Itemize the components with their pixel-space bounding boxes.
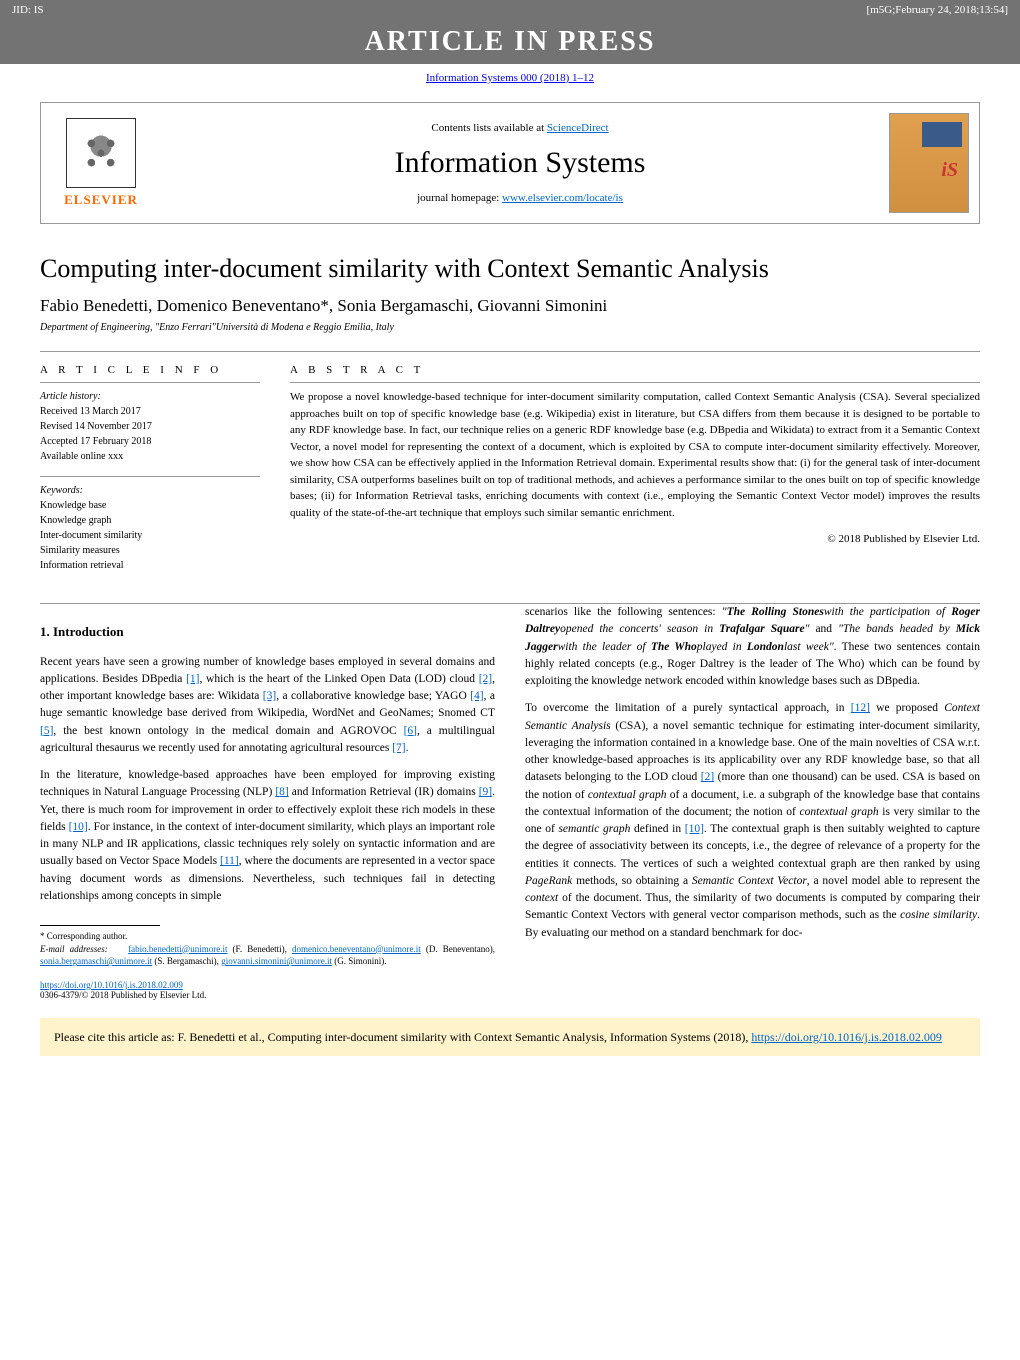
intro-para-2: In the literature, knowledge-based appro… — [40, 767, 495, 905]
jid-text: JID: IS — [12, 4, 43, 16]
citation-prefix: Please cite this article as: F. Benedett… — [54, 1030, 751, 1044]
email-3[interactable]: sonia.bergamaschi@unimore.it — [40, 956, 152, 966]
footnote-separator — [40, 925, 160, 926]
left-column: 1. Introduction Recent years have seen a… — [40, 604, 495, 968]
section-1-heading: 1. Introduction — [40, 622, 495, 642]
article-in-press-banner: ARTICLE IN PRESS — [0, 20, 1020, 64]
ref-7[interactable]: [7] — [392, 742, 405, 754]
ref-10b[interactable]: [10] — [685, 823, 704, 835]
citation-box: Please cite this article as: F. Benedett… — [40, 1018, 980, 1056]
intro-para-1: Recent years have seen a growing number … — [40, 654, 495, 758]
email-2[interactable]: domenico.beneventano@unimore.it — [292, 944, 421, 954]
right-para-2: To overcome the limitation of a purely s… — [525, 700, 980, 942]
abstract-column: A B S T R A C T We propose a novel knowl… — [290, 364, 980, 585]
keywords-block: Keywords: Knowledge base Knowledge graph… — [40, 483, 260, 573]
journal-ref-link[interactable]: Information Systems 000 (2018) 1–12 — [426, 72, 594, 84]
contents-available: Contents lists available at ScienceDirec… — [151, 122, 889, 134]
history-received: Received 13 March 2017 — [40, 404, 260, 419]
keyword: Knowledge base — [40, 498, 260, 513]
abstract-divider — [290, 382, 980, 383]
email-4-who: (G. Simonini). — [332, 956, 387, 966]
info-divider — [40, 382, 260, 383]
ref-5[interactable]: [5] — [40, 725, 53, 737]
keyword: Inter-document similarity — [40, 528, 260, 543]
article-info-column: A R T I C L E I N F O Article history: R… — [40, 364, 260, 585]
email-line: E-mail addresses: fabio.benedetti@unimor… — [40, 943, 495, 968]
article-title: Computing inter-document similarity with… — [40, 254, 980, 284]
ref-8[interactable]: [8] — [275, 786, 288, 798]
copyright-text: © 2018 Published by Elsevier Ltd. — [290, 533, 980, 545]
email-2-who: (D. Beneventano), — [421, 944, 495, 954]
doi-block: https://doi.org/10.1016/j.is.2018.02.009… — [40, 980, 980, 1000]
keywords-label: Keywords: — [40, 483, 260, 498]
sciencedirect-link[interactable]: ScienceDirect — [547, 122, 609, 134]
footnotes: * Corresponding author. E-mail addresses… — [40, 930, 495, 968]
email-4[interactable]: giovanni.simonini@unimore.it — [221, 956, 332, 966]
ref-12[interactable]: [12] — [851, 702, 870, 714]
doi-copyright: 0306-4379/© 2018 Published by Elsevier L… — [40, 990, 980, 1000]
elsevier-logo: ELSEVIER — [51, 113, 151, 213]
history-online: Available online xxx — [40, 449, 260, 464]
ref-9[interactable]: [9] — [479, 786, 492, 798]
authors-list: Fabio Benedetti, Domenico Beneventano*, … — [40, 296, 980, 316]
emails-label: E-mail addresses: — [40, 944, 108, 954]
ref-6[interactable]: [6] — [404, 725, 417, 737]
journal-name: Information Systems — [151, 146, 889, 180]
body-columns: 1. Introduction Recent years have seen a… — [40, 604, 980, 968]
ref-3[interactable]: [3] — [263, 690, 276, 702]
ref-1[interactable]: [1] — [186, 673, 199, 685]
abstract-heading: A B S T R A C T — [290, 364, 980, 376]
affiliation: Department of Engineering, "Enzo Ferrari… — [40, 322, 980, 333]
homepage-prefix: journal homepage: — [417, 192, 502, 204]
ref-4[interactable]: [4] — [470, 690, 483, 702]
citation-link[interactable]: https://doi.org/10.1016/j.is.2018.02.009 — [751, 1030, 941, 1044]
ref-10[interactable]: [10] — [69, 821, 88, 833]
history-revised: Revised 14 November 2017 — [40, 419, 260, 434]
corresponding-note: * Corresponding author. — [40, 930, 495, 943]
contents-prefix: Contents lists available at — [431, 122, 546, 134]
email-3-who: (S. Bergamaschi), — [152, 956, 221, 966]
elsevier-tree-icon — [66, 118, 136, 188]
divider-top — [40, 351, 980, 352]
article-info-heading: A R T I C L E I N F O — [40, 364, 260, 376]
keyword: Similarity measures — [40, 543, 260, 558]
right-column: scenarios like the following sentences: … — [525, 604, 980, 968]
info-divider-2 — [40, 476, 260, 477]
elsevier-brand-text: ELSEVIER — [64, 192, 138, 208]
doi-link[interactable]: https://doi.org/10.1016/j.is.2018.02.009 — [40, 980, 183, 990]
homepage-link[interactable]: www.elsevier.com/locate/is — [502, 192, 623, 204]
ref-2b[interactable]: [2] — [701, 771, 714, 783]
keyword: Knowledge graph — [40, 513, 260, 528]
email-1[interactable]: fabio.benedetti@unimore.it — [128, 944, 227, 954]
journal-header-box: ELSEVIER Contents lists available at Sci… — [40, 102, 980, 224]
ref-2[interactable]: [2] — [479, 673, 492, 685]
keyword: Information retrieval — [40, 558, 260, 573]
history-block: Article history: Received 13 March 2017 … — [40, 389, 260, 464]
ref-11[interactable]: [11] — [220, 855, 239, 867]
meta-abstract-row: A R T I C L E I N F O Article history: R… — [40, 364, 980, 585]
header-bar: JID: IS [m5G;February 24, 2018;13:54] — [0, 0, 1020, 20]
history-label: Article history: — [40, 389, 260, 404]
journal-homepage: journal homepage: www.elsevier.com/locat… — [151, 192, 889, 204]
abstract-text: We propose a novel knowledge-based techn… — [290, 389, 980, 521]
journal-reference[interactable]: Information Systems 000 (2018) 1–12 — [0, 64, 1020, 92]
meta-text: [m5G;February 24, 2018;13:54] — [867, 4, 1008, 16]
journal-cover-thumbnail — [889, 113, 969, 213]
email-1-who: (F. Benedetti), — [227, 944, 292, 954]
journal-center: Contents lists available at ScienceDirec… — [151, 122, 889, 204]
right-para-1: scenarios like the following sentences: … — [525, 604, 980, 690]
history-accepted: Accepted 17 February 2018 — [40, 434, 260, 449]
